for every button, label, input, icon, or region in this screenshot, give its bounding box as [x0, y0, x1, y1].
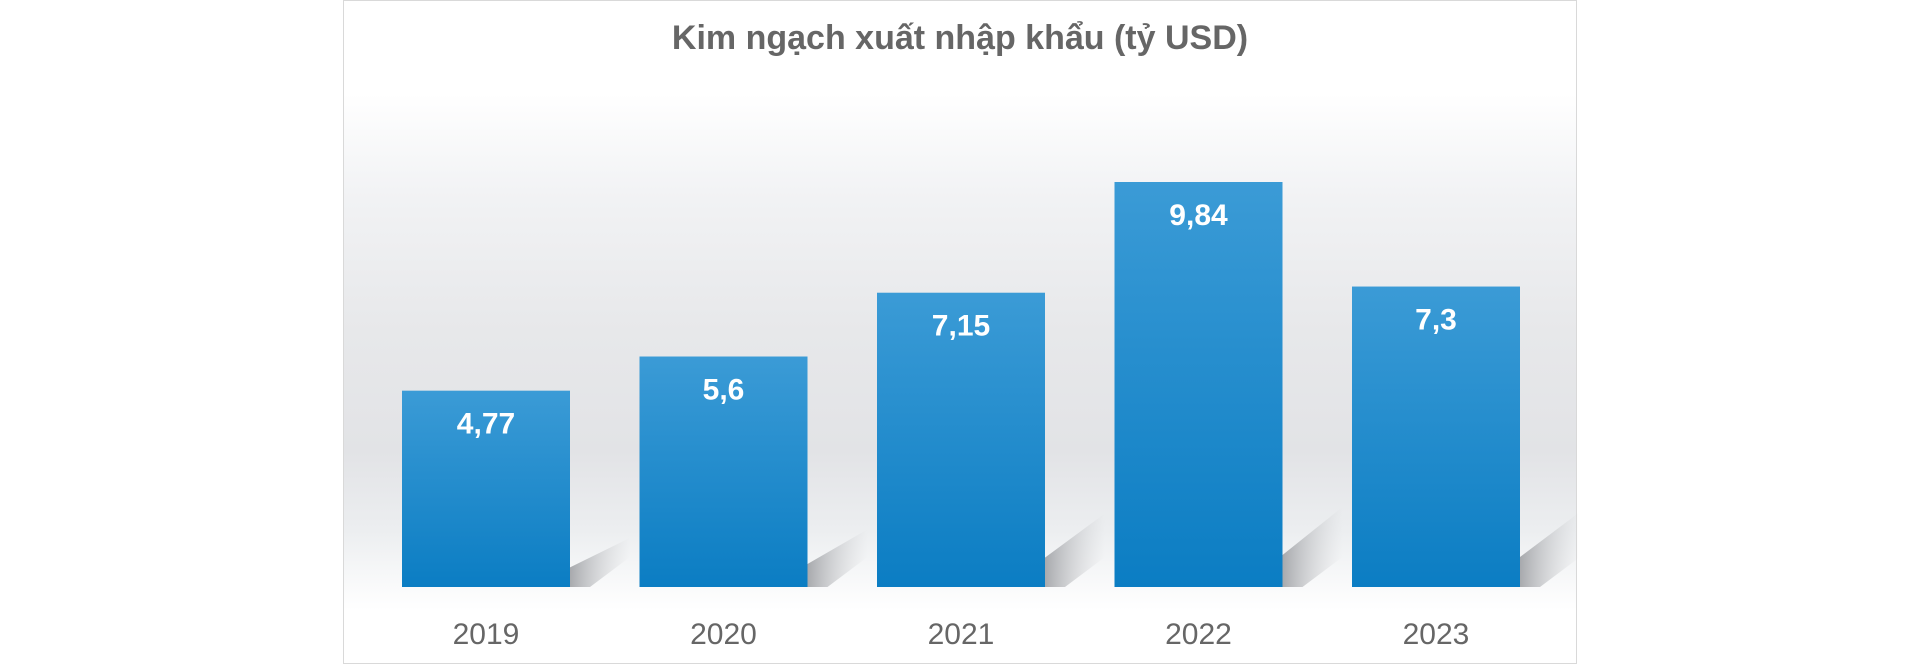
data-label: 4,77: [457, 408, 515, 441]
x-tick-label: 2021: [928, 618, 995, 651]
data-label: 7,15: [932, 310, 990, 343]
bar-2019: [402, 390, 570, 587]
bar-2022: [1114, 182, 1283, 587]
bar-shadow: [1520, 513, 1578, 587]
bar-chart: 4,77 5,6 7,15 9,84 7,3 2019 2020 2021 2022 2023: [402, 182, 1578, 651]
bar-shadows: [570, 507, 1578, 587]
x-tick-label: 2022: [1165, 618, 1232, 651]
bar-shadow: [807, 529, 868, 587]
x-tick-label: 2020: [690, 618, 757, 651]
x-tick-label: 2023: [1403, 618, 1470, 651]
bar-shadow: [1045, 513, 1105, 587]
bar-2020: [639, 356, 808, 587]
data-label: 7,3: [1415, 304, 1457, 337]
bars-group: [402, 182, 1520, 587]
data-label: 9,84: [1169, 199, 1228, 232]
bar-2021: [877, 292, 1045, 587]
bar-shadow: [570, 537, 630, 587]
data-labels-group: 4,77 5,6 7,15 9,84 7,3: [457, 199, 1457, 441]
data-label: 5,6: [703, 374, 745, 407]
chart-title: Kim ngạch xuất nhập khẩu (tỷ USD): [671, 19, 1249, 57]
chart-frame: Kim ngạch xuất nhập khẩu (tỷ USD) 4,77 5,…: [343, 0, 1578, 664]
x-tick-label: 2019: [453, 618, 520, 651]
x-axis-ticks: 2019 2020 2021 2022 2023: [453, 618, 1470, 651]
bar-2023: [1352, 286, 1520, 587]
bar-shadow: [1282, 507, 1343, 587]
